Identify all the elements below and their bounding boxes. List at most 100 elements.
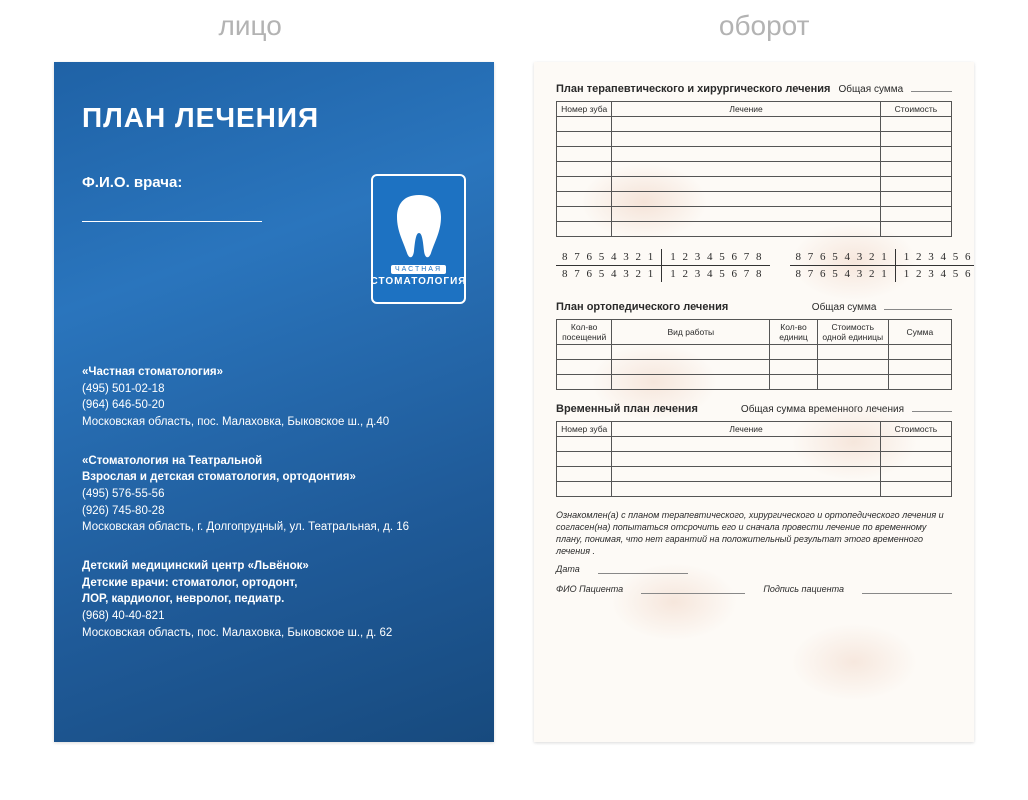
table-cell[interactable] [612,482,881,497]
disclaimer-text: Ознакомлен(а) с планом терапевтического,… [556,509,952,558]
table-cell[interactable] [770,375,817,390]
table-cell[interactable] [557,132,612,147]
doctor-label: Ф.И.О. врача: [82,174,351,191]
table-therapeutic: Номер зубаЛечениеСтоимость [556,101,952,237]
card-back: План терапевтического и хирургического л… [534,62,974,742]
table-cell[interactable] [888,360,951,375]
table-cell[interactable] [888,345,951,360]
table-cell[interactable] [557,147,612,162]
table-cell[interactable] [557,345,612,360]
table-row[interactable] [557,117,952,132]
table-row[interactable] [557,162,952,177]
contact-block-2: Детский медицинский центр «Львёнок»Детск… [82,558,466,641]
col-header: Кол-во единиц [770,320,817,345]
col-header: Сумма [888,320,951,345]
table-row[interactable] [557,192,952,207]
table-cell[interactable] [880,132,951,147]
table-row[interactable] [557,437,952,452]
table-row[interactable] [557,345,952,360]
sec1-total-label: Общая сумма [838,84,903,95]
patient-name-line[interactable] [641,585,745,594]
table-cell[interactable] [557,482,612,497]
table-cell[interactable] [557,452,612,467]
table-row[interactable] [557,482,952,497]
table-cell[interactable] [770,360,817,375]
col-header: Лечение [612,102,881,117]
date-line[interactable] [598,565,688,574]
table-cell[interactable] [817,345,888,360]
table-cell[interactable] [612,452,881,467]
table-row[interactable] [557,360,952,375]
table-cell[interactable] [557,360,612,375]
logo-text-2: СТОМАТОЛОГИЯ [371,276,467,287]
table-cell[interactable] [880,222,951,237]
table-cell[interactable] [880,207,951,222]
sec3-total-line[interactable] [912,402,952,412]
table-cell[interactable] [557,375,612,390]
table-row[interactable] [557,147,952,162]
table-cell[interactable] [612,207,881,222]
table-cell[interactable] [880,117,951,132]
sec3-title: Временный план лечения [556,403,698,415]
sec2-total-label: Общая сумма [812,302,877,313]
table-cell[interactable] [612,162,881,177]
logo-text-1: ЧАСТНАЯ [391,265,446,274]
table-cell[interactable] [612,177,881,192]
table-cell[interactable] [612,117,881,132]
patient-sign-line[interactable] [862,585,952,594]
table-cell[interactable] [612,345,770,360]
table-cell[interactable] [880,452,951,467]
table-cell[interactable] [880,177,951,192]
sec2-total-line[interactable] [884,300,952,310]
table-cell[interactable] [557,177,612,192]
teeth-ul: 8 7 6 5 4 3 2 1 [556,249,662,266]
table-cell[interactable] [557,162,612,177]
table-cell[interactable] [880,162,951,177]
table-row[interactable] [557,132,952,147]
teeth2-ll: 8 7 6 5 4 3 2 1 [790,266,896,282]
table-cell[interactable] [880,147,951,162]
table-cell[interactable] [612,147,881,162]
front-title: ПЛАН ЛЕЧЕНИЯ [82,102,466,134]
table-cell[interactable] [612,192,881,207]
table-cell[interactable] [612,222,881,237]
table-cell[interactable] [557,222,612,237]
table-cell[interactable] [612,437,881,452]
table-cell[interactable] [880,437,951,452]
sec1-total-line[interactable] [911,82,952,92]
table-cell[interactable] [557,117,612,132]
teeth-diagram: 8 7 6 5 4 3 2 1 1 2 3 4 5 6 7 8 8 7 6 5 … [556,249,952,282]
table-cell[interactable] [770,345,817,360]
teeth-ll: 8 7 6 5 4 3 2 1 [556,266,662,282]
table-cell[interactable] [557,192,612,207]
label-front: лицо [219,10,282,42]
doctor-name-line[interactable] [82,221,262,222]
table-cell[interactable] [880,192,951,207]
table-row[interactable] [557,207,952,222]
patient-sign-label: Подпись пациента [763,584,844,594]
table-cell[interactable] [557,467,612,482]
teeth2-ur: 1 2 3 4 5 6 7 8 [896,249,974,266]
table-cell[interactable] [557,207,612,222]
table-cell[interactable] [817,360,888,375]
contact-block-1: «Стоматология на ТеатральнойВзрослая и д… [82,453,466,536]
tooth-icon [389,191,449,261]
table-cell[interactable] [817,375,888,390]
sec2-title: План ортопедического лечения [556,301,728,313]
table-cell[interactable] [880,467,951,482]
table-cell[interactable] [612,467,881,482]
table-row[interactable] [557,177,952,192]
table-cell[interactable] [612,132,881,147]
col-header: Вид работы [612,320,770,345]
table-row[interactable] [557,467,952,482]
table-cell[interactable] [888,375,951,390]
table-row[interactable] [557,452,952,467]
table-cell[interactable] [612,375,770,390]
table-cell[interactable] [557,437,612,452]
table-cell[interactable] [612,360,770,375]
col-header: Кол-во посещений [557,320,612,345]
table-row[interactable] [557,222,952,237]
table-cell[interactable] [880,482,951,497]
teeth2-lr: 1 2 3 4 5 6 7 8 [896,266,974,282]
table-row[interactable] [557,375,952,390]
